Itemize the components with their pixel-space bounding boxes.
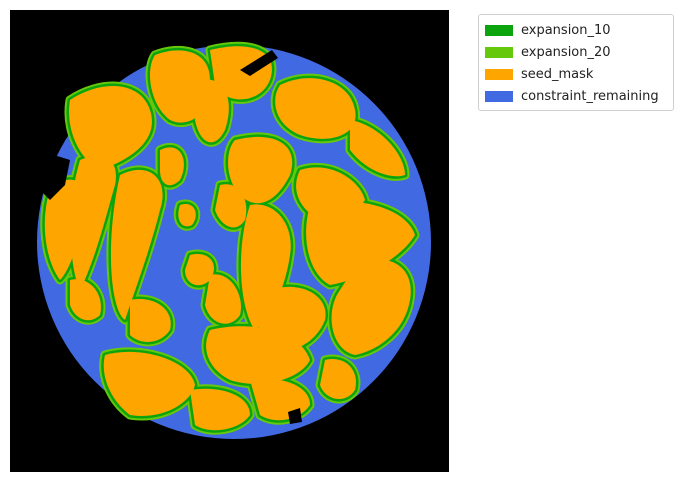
legend-swatch (485, 46, 513, 58)
seed-mask-blob (150, 50, 211, 123)
seed-mask-blob (103, 351, 195, 416)
void-region (240, 50, 278, 76)
segmentation-image (10, 10, 449, 472)
legend: expansion_10 expansion_20 seed_mask cons… (478, 14, 674, 111)
seed-mask-blob (331, 259, 411, 355)
seed-mask-regions (40, 41, 420, 435)
seed-mask-blob (178, 204, 196, 227)
seed-mask-blob (320, 359, 356, 400)
seed-mask-blob (275, 78, 356, 139)
legend-item-seed-mask: seed_mask (485, 63, 667, 85)
legend-item-expansion-20: expansion_20 (485, 41, 667, 63)
legend-item-constraint-remaining: constraint_remaining (485, 85, 667, 107)
seed-mask-blob (210, 46, 272, 100)
legend-label: expansion_20 (521, 44, 611, 60)
seed-mask-blob (205, 274, 241, 324)
seed-mask-blob (206, 326, 310, 384)
legend-label: constraint_remaining (521, 88, 659, 104)
legend-label: expansion_10 (521, 22, 611, 38)
void-region (288, 408, 302, 424)
legend-item-expansion-10: expansion_10 (485, 19, 667, 41)
seed-mask-blob (130, 299, 171, 342)
seed-mask-blob (240, 204, 291, 330)
seed-mask-blob (215, 184, 247, 228)
seed-mask-blob (228, 136, 293, 204)
seed-mask-blob (195, 79, 229, 143)
seed-mask-blob (110, 169, 163, 320)
seed-mask-blob (190, 388, 250, 431)
seed-mask-blob (350, 120, 405, 177)
legend-swatch (485, 90, 513, 102)
void-region (38, 150, 70, 200)
seed-mask-blob (160, 147, 184, 186)
legend-swatch (485, 68, 513, 80)
seed-mask-blob (70, 279, 101, 321)
seed-mask-blob (69, 86, 152, 170)
legend-swatch (485, 24, 513, 36)
seed-mask-blob (70, 156, 116, 290)
segmentation-mask-svg (10, 10, 449, 472)
seed-mask-blob (185, 254, 214, 286)
seed-mask-blob (306, 201, 415, 285)
legend-label: seed_mask (521, 66, 594, 82)
